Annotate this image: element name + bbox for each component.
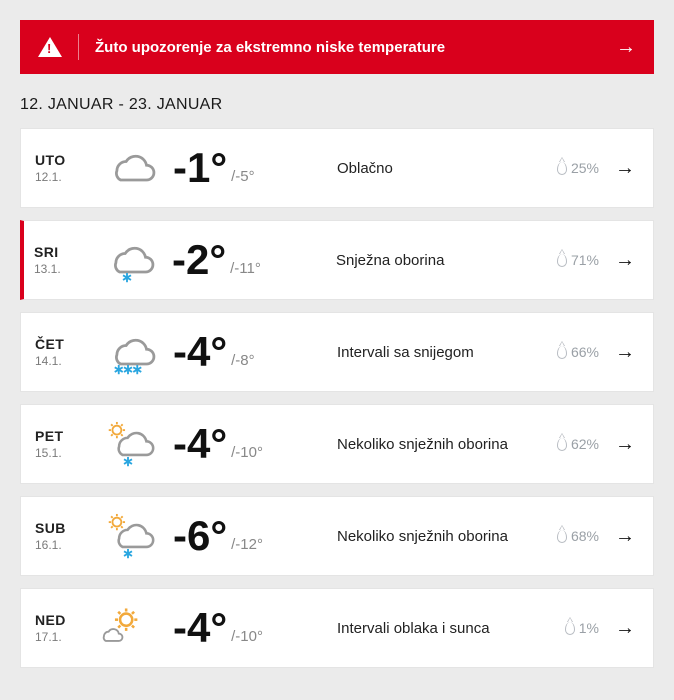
- temp-low: /-8°: [231, 352, 255, 373]
- temp-high: -4°: [173, 331, 227, 373]
- weather-icon: [93, 511, 163, 561]
- forecast-card[interactable]: PET 15.1. -4°/-10° Nekoliko snježnih oborin…: [20, 404, 654, 484]
- day-column: ČET 14.1.: [35, 336, 83, 368]
- arrow-right-icon: →: [616, 36, 636, 59]
- day-column: SRI 13.1.: [34, 244, 82, 276]
- precip-value: 25%: [571, 160, 599, 176]
- weather-description: Oblačno: [333, 160, 531, 177]
- temp-low: /-10°: [231, 444, 263, 465]
- weather-icon: [93, 419, 163, 469]
- temperature: -4°/-8°: [173, 331, 323, 373]
- weather-alert-banner[interactable]: Žuto upozorenje za ekstremno niske tempe…: [20, 20, 654, 74]
- temp-low: /-10°: [231, 628, 263, 649]
- day-date: 13.1.: [34, 262, 82, 276]
- day-of-week: ČET: [35, 336, 83, 352]
- day-date: 17.1.: [35, 630, 83, 644]
- temp-low: /-11°: [230, 260, 261, 281]
- precipitation: 62%: [541, 436, 599, 452]
- drop-icon: [557, 438, 567, 451]
- day-column: NED 17.1.: [35, 612, 83, 644]
- day-column: PET 15.1.: [35, 428, 83, 460]
- forecast-card[interactable]: SUB 16.1. -6°/-12° Nekoliko snježnih oborin…: [20, 496, 654, 576]
- forecast-card[interactable]: SRI 13.1. -2°/-11° Snježna oborina 71% →: [20, 220, 654, 300]
- weather-description: Intervali sa snijegom: [333, 344, 531, 361]
- temp-high: -1°: [173, 147, 227, 189]
- weather-description: Nekoliko snježnih oborina: [333, 528, 531, 545]
- day-column: UTO 12.1.: [35, 152, 83, 184]
- precip-value: 62%: [571, 436, 599, 452]
- temperature: -4°/-10°: [173, 607, 323, 649]
- precip-value: 71%: [571, 252, 599, 268]
- temperature: -1°/-5°: [173, 147, 323, 189]
- chevron-right-icon: →: [609, 157, 635, 180]
- day-date: 15.1.: [35, 446, 83, 460]
- drop-icon: [557, 254, 567, 267]
- precipitation: 68%: [541, 528, 599, 544]
- weather-description: Snježna oborina: [332, 252, 531, 269]
- forecast-card[interactable]: ČET 14.1. -4°/-8° Intervali sa snijegom 66% →: [20, 312, 654, 392]
- weather-icon: [93, 143, 163, 193]
- temp-high: -4°: [173, 607, 227, 649]
- forecast-card[interactable]: NED 17.1. -4°/-10° Intervali oblaka i sunca…: [20, 588, 654, 668]
- alert-text: Žuto upozorenje za ekstremno niske tempe…: [95, 39, 600, 56]
- precipitation: 25%: [541, 160, 599, 176]
- precip-value: 1%: [579, 620, 599, 636]
- day-of-week: PET: [35, 428, 83, 444]
- precipitation: 71%: [541, 252, 599, 268]
- chevron-right-icon: →: [609, 341, 635, 364]
- day-date: 12.1.: [35, 170, 83, 184]
- day-of-week: UTO: [35, 152, 83, 168]
- precipitation: 66%: [541, 344, 599, 360]
- precipitation: 1%: [541, 620, 599, 636]
- weather-icon: [93, 327, 163, 377]
- weather-icon: [93, 603, 163, 653]
- forecast-card[interactable]: UTO 12.1. -1°/-5° Oblačno 25% →: [20, 128, 654, 208]
- precip-value: 68%: [571, 528, 599, 544]
- precip-value: 66%: [571, 344, 599, 360]
- chevron-right-icon: →: [609, 525, 635, 548]
- day-of-week: SUB: [35, 520, 83, 536]
- day-of-week: SRI: [34, 244, 82, 260]
- day-of-week: NED: [35, 612, 83, 628]
- drop-icon: [557, 530, 567, 543]
- weather-description: Nekoliko snježnih oborina: [333, 436, 531, 453]
- weather-description: Intervali oblaka i sunca: [333, 620, 531, 637]
- temp-high: -2°: [172, 239, 226, 281]
- drop-icon: [565, 622, 575, 635]
- temperature: -4°/-10°: [173, 423, 323, 465]
- temp-low: /-5°: [231, 168, 255, 189]
- temperature: -2°/-11°: [172, 239, 322, 281]
- day-date: 16.1.: [35, 538, 83, 552]
- temp-low: /-12°: [231, 536, 263, 557]
- weather-icon: [92, 235, 162, 285]
- temp-high: -6°: [173, 515, 227, 557]
- temperature: -6°/-12°: [173, 515, 323, 557]
- drop-icon: [557, 346, 567, 359]
- day-date: 14.1.: [35, 354, 83, 368]
- divider: [78, 34, 79, 60]
- chevron-right-icon: →: [609, 433, 635, 456]
- day-column: SUB 16.1.: [35, 520, 83, 552]
- warning-icon: [38, 37, 62, 57]
- chevron-right-icon: →: [609, 617, 635, 640]
- chevron-right-icon: →: [609, 249, 635, 272]
- date-range-title: 12. JANUAR - 23. JANUAR: [20, 96, 654, 114]
- temp-high: -4°: [173, 423, 227, 465]
- forecast-list: UTO12.1.-1°/-5°Oblačno25%→SRI13.1.-2°/-1…: [20, 128, 654, 668]
- drop-icon: [557, 162, 567, 175]
